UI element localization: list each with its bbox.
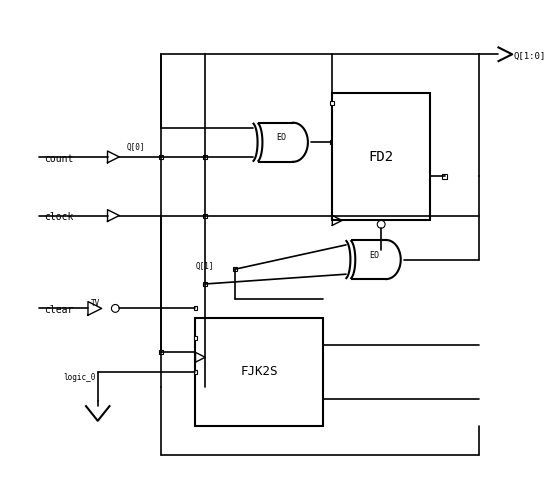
Bar <box>203 282 207 286</box>
Bar <box>194 307 198 310</box>
Bar <box>330 101 334 105</box>
Text: clock: clock <box>44 213 74 222</box>
Bar <box>194 336 198 340</box>
Text: FD2: FD2 <box>368 150 394 164</box>
Text: EO: EO <box>277 133 287 142</box>
Bar <box>442 174 447 179</box>
Text: FJK2S: FJK2S <box>240 365 278 378</box>
Bar <box>203 214 207 217</box>
Text: logic_0: logic_0 <box>64 373 96 382</box>
Bar <box>195 318 323 426</box>
Text: count: count <box>44 154 74 164</box>
Text: clear: clear <box>44 305 74 315</box>
Bar <box>159 155 163 159</box>
Bar <box>332 93 430 220</box>
Bar <box>159 351 163 354</box>
Text: TV: TV <box>91 299 100 308</box>
Text: Q[1:0]: Q[1:0] <box>513 52 545 61</box>
Bar <box>233 267 237 271</box>
Bar <box>203 155 207 159</box>
Circle shape <box>377 220 385 228</box>
Text: Q[1]: Q[1] <box>195 262 214 271</box>
Bar <box>194 370 198 374</box>
Circle shape <box>111 305 119 312</box>
Bar <box>330 140 334 144</box>
Text: EO: EO <box>369 251 379 260</box>
Text: Q[0]: Q[0] <box>127 143 145 152</box>
